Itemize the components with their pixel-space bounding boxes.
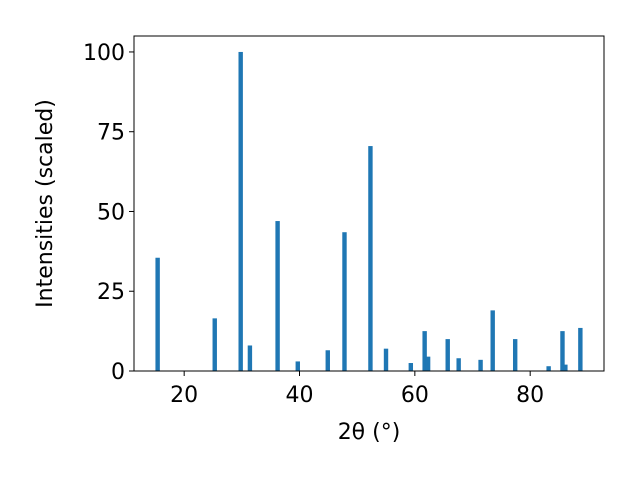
bar <box>422 331 427 371</box>
x-tick-label: 60 <box>401 383 429 408</box>
bar <box>490 310 495 371</box>
bar-series <box>155 51 583 371</box>
x-axis: 20 40 60 80 <box>170 371 544 408</box>
bar <box>445 339 450 371</box>
y-axis: 0 25 50 75 100 <box>83 41 134 385</box>
bar <box>546 366 551 371</box>
y-tick-label: 25 <box>97 280 125 305</box>
bar <box>563 364 568 371</box>
x-tick-label: 40 <box>286 383 314 408</box>
bar <box>512 339 518 371</box>
x-tick-label: 80 <box>516 383 544 408</box>
bar <box>212 318 217 371</box>
bar <box>247 345 253 371</box>
bar <box>560 331 565 371</box>
bar <box>238 51 243 371</box>
plot-area-frame <box>133 35 605 372</box>
x-axis-label: 2θ (°) <box>338 420 401 445</box>
bar <box>478 359 483 371</box>
bar <box>155 257 160 371</box>
bar <box>456 358 461 371</box>
bar <box>368 146 373 371</box>
bar <box>295 361 300 371</box>
bar <box>578 327 583 371</box>
bar <box>325 350 330 371</box>
y-tick-label: 100 <box>83 41 125 66</box>
y-axis-label: Intensities (scaled) <box>33 99 58 308</box>
x-tick-label: 20 <box>170 383 198 408</box>
bar <box>342 232 347 371</box>
bar <box>425 356 431 371</box>
y-tick-label: 50 <box>97 200 125 225</box>
bar <box>408 363 414 371</box>
y-tick-label: 75 <box>97 121 125 146</box>
bar <box>275 221 280 371</box>
y-tick-label: 0 <box>111 360 125 385</box>
bar <box>383 348 389 371</box>
